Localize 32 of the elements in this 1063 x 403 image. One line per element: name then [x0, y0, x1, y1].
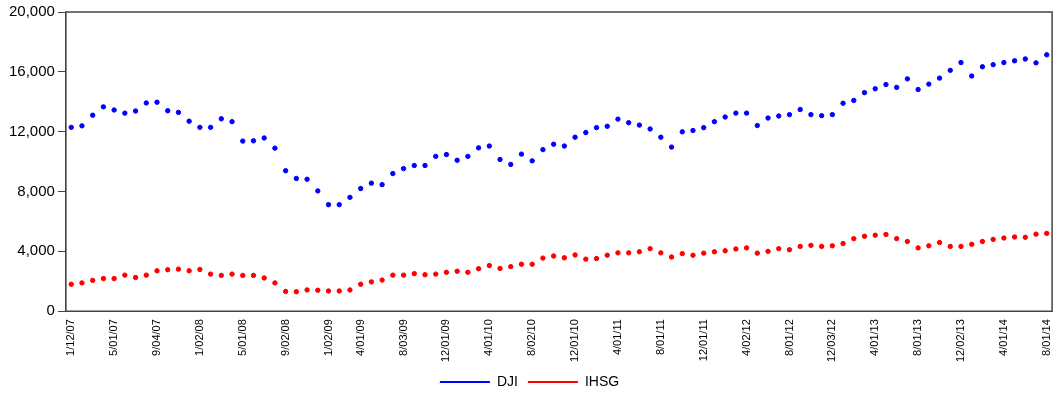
x-tick-label: 5/01/08	[235, 319, 248, 356]
legend-label: IHSG	[584, 372, 620, 389]
x-tick-label: 8/01/13	[911, 319, 924, 356]
x-tick-label: 12/01/10	[568, 319, 581, 363]
x-tick-label: 4/01/13	[868, 319, 881, 356]
x-tick-label: 8/01/11	[653, 319, 666, 356]
y-tick-label: 12,000	[8, 121, 55, 139]
x-tick-label: 8/03/09	[396, 319, 409, 356]
x-tick-label: 4/01/10	[482, 319, 495, 356]
y-tick-label: 20,000	[8, 2, 55, 20]
x-tick-label: 1/02/08	[192, 319, 205, 356]
x-tick-label: 4/02/12	[739, 319, 752, 356]
y-tick-label: 8,000	[17, 181, 55, 199]
x-tick-label: 12/02/13	[954, 319, 967, 363]
legend-label: DJI	[496, 372, 518, 389]
y-tick-label: 16,000	[8, 61, 55, 79]
x-tick-label: 1/12/07	[64, 319, 77, 356]
y-tick-label: 0	[46, 301, 55, 319]
x-tick-label: 4/01/14	[996, 319, 1009, 356]
x-tick-label: 12/03/12	[825, 319, 838, 363]
x-tick-label: 4/01/09	[353, 319, 366, 356]
x-tick-label: 4/01/11	[610, 319, 623, 356]
x-tick-label: 1/02/09	[321, 319, 334, 356]
x-tick-label: 8/02/10	[525, 319, 538, 356]
y-tick-label: 4,000	[17, 241, 55, 259]
x-tick-label: 8/01/14	[1039, 319, 1052, 356]
x-tick-label: 9/04/07	[150, 319, 163, 356]
x-tick-label: 9/02/08	[278, 319, 291, 356]
x-tick-label: 5/01/07	[107, 319, 120, 356]
x-tick-label: 12/01/11	[696, 319, 709, 362]
x-tick-label: 8/01/12	[782, 319, 795, 356]
x-tick-label: 12/01/09	[439, 319, 452, 363]
